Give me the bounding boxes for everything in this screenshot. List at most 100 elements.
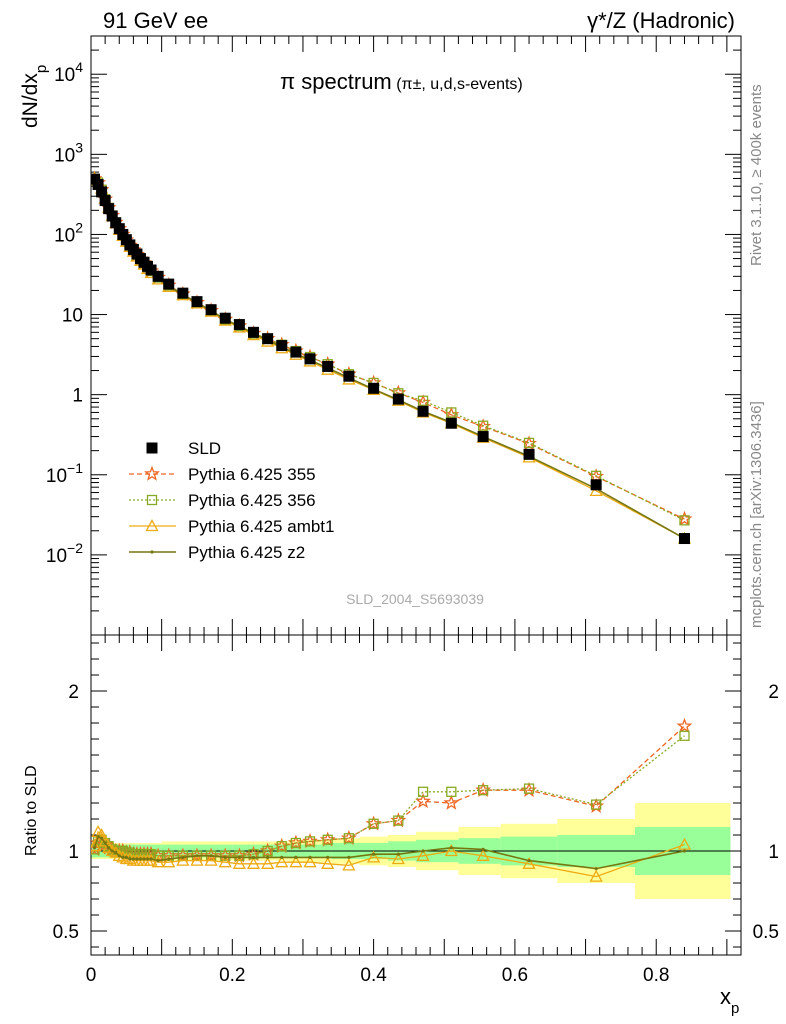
point-data [233, 319, 245, 331]
x-tick-label: 0.2 [219, 965, 245, 986]
ratio-point-p356 [417, 786, 429, 797]
y-tick-label: 103 [54, 139, 83, 166]
ratio-point-p356 [304, 836, 316, 847]
ratio-point-ambt1 [261, 856, 275, 869]
legend-marker-ambt1 [145, 519, 159, 532]
ratio-point-ambt1 [162, 855, 176, 868]
point-data [145, 264, 157, 276]
ratio-point-ambt1 [246, 856, 261, 869]
ratio-point-p356 [523, 783, 535, 794]
legend-label-z2: Pythia 6.425 z2 [188, 543, 305, 562]
ratio-series-z2 [92, 835, 687, 871]
ratio-point-z2 [96, 835, 100, 839]
rivet-label: Rivet 3.1.10, ≥ 400k events [748, 84, 765, 266]
x-axis: 0 0.2 0.4 0.6 0.8 [86, 36, 728, 986]
series-p356 [91, 173, 690, 526]
ratio-point-z2 [294, 855, 298, 860]
ratio-tick-label: 1 [68, 842, 79, 863]
ratio-point-z2 [114, 851, 118, 855]
main-y-axis: 10−2 10−1 1 10 102 103 104 [46, 35, 741, 636]
point-data [368, 382, 380, 394]
legend-marker-z2 [150, 550, 154, 554]
ratio-point-z2 [527, 859, 531, 863]
ratio-point-z2 [131, 857, 135, 861]
ratio-y-axis: 0.5 0.5 1 1 2 2 [53, 642, 779, 948]
point-data [304, 353, 316, 365]
point-p356 [523, 437, 535, 449]
ratio-point-z2 [135, 857, 139, 861]
ratio-point-ambt1 [289, 855, 303, 868]
header-left: 91 GeV ee [103, 8, 208, 33]
x-tick-label: 0 [86, 965, 97, 986]
point-data [590, 479, 602, 491]
point-data [191, 296, 203, 308]
ratio-point-ambt1 [303, 855, 317, 868]
ratio-point-p356 [276, 841, 287, 852]
y-tick-label: 10 [62, 306, 83, 327]
point-data [106, 210, 118, 222]
ratio-point-p356 [220, 850, 231, 861]
legend: SLD Pythia 6.425 355 Pythia 6.425 356 Pythi… [129, 439, 334, 562]
ratio-point-p356 [343, 833, 355, 844]
ratio-point-z2 [251, 855, 256, 860]
ratio-point-z2 [594, 867, 598, 871]
ratio-point-ambt1 [91, 839, 102, 852]
point-data [523, 448, 535, 460]
ratio-point-ambt1 [190, 853, 204, 866]
ratio-point-p356 [290, 837, 302, 849]
point-data [262, 333, 274, 345]
ratio-point-ambt1 [98, 834, 112, 847]
point-p356 [477, 420, 489, 431]
legend-label-p355: Pythia 6.425 355 [188, 465, 316, 484]
ratio-point-ambt1 [275, 855, 289, 868]
ratio-point-ambt1 [176, 853, 190, 866]
ratio-point-z2 [347, 855, 351, 860]
ratio-point-p356 [262, 845, 273, 857]
plot-title-sub: (π±, u,d,s-events) [396, 76, 523, 93]
ratio-tick-label: 2 [68, 682, 79, 703]
point-data [99, 195, 111, 207]
ratio-point-ambt1 [232, 856, 246, 869]
ratio-point-p356 [322, 834, 333, 845]
point-data [678, 533, 690, 545]
ratio-point-z2 [266, 855, 270, 860]
series-data [91, 173, 690, 545]
ratio-point-p356 [234, 850, 245, 861]
ratio-uncertainty-bands [91, 803, 741, 899]
x-tick-label: 0.8 [643, 965, 669, 986]
ratio-point-p356 [591, 799, 602, 810]
ratio-point-ambt1 [416, 848, 430, 861]
ratio-point-z2 [237, 855, 241, 860]
ratio-point-ambt1 [391, 852, 405, 865]
ratio-point-z2 [326, 855, 330, 860]
ratio-point-ambt1 [444, 844, 458, 857]
x-axis-label: xp [720, 984, 739, 1017]
legend-item-p355: Pythia 6.425 355 [129, 465, 316, 484]
ratio-point-z2 [421, 849, 425, 853]
point-p356 [417, 395, 429, 406]
ratio-panel-frame [90, 634, 742, 956]
ratio-point-z2 [449, 846, 453, 850]
ratio-point-z2 [209, 854, 213, 858]
ratio-tick-label: 0.5 [753, 922, 779, 943]
ratio-point-ambt1 [218, 855, 232, 868]
ratio-axis-label: Ratio to SLD [23, 765, 40, 856]
ratio-point-z2 [396, 852, 400, 856]
ratio-point-ambt1 [677, 837, 692, 850]
ratio-point-ambt1 [476, 848, 490, 861]
x-tick-label: 0.6 [502, 965, 528, 986]
point-data [392, 393, 404, 405]
ratio-tick-label: 0.5 [53, 922, 79, 943]
ratio-point-p356 [368, 818, 379, 829]
legend-label-ambt1: Pythia 6.425 ambt1 [188, 517, 334, 536]
point-data [343, 370, 355, 382]
ratio-point-ambt1 [367, 850, 381, 863]
legend-label-p356: Pythia 6.425 356 [188, 491, 316, 510]
ratio-point-z2 [481, 847, 485, 852]
point-data [110, 217, 122, 229]
point-data [322, 360, 334, 372]
point-data [152, 270, 164, 282]
ratio-tick-label: 1 [768, 842, 779, 863]
legend-marker-data [146, 442, 158, 454]
legend-item-data: SLD [146, 439, 221, 458]
